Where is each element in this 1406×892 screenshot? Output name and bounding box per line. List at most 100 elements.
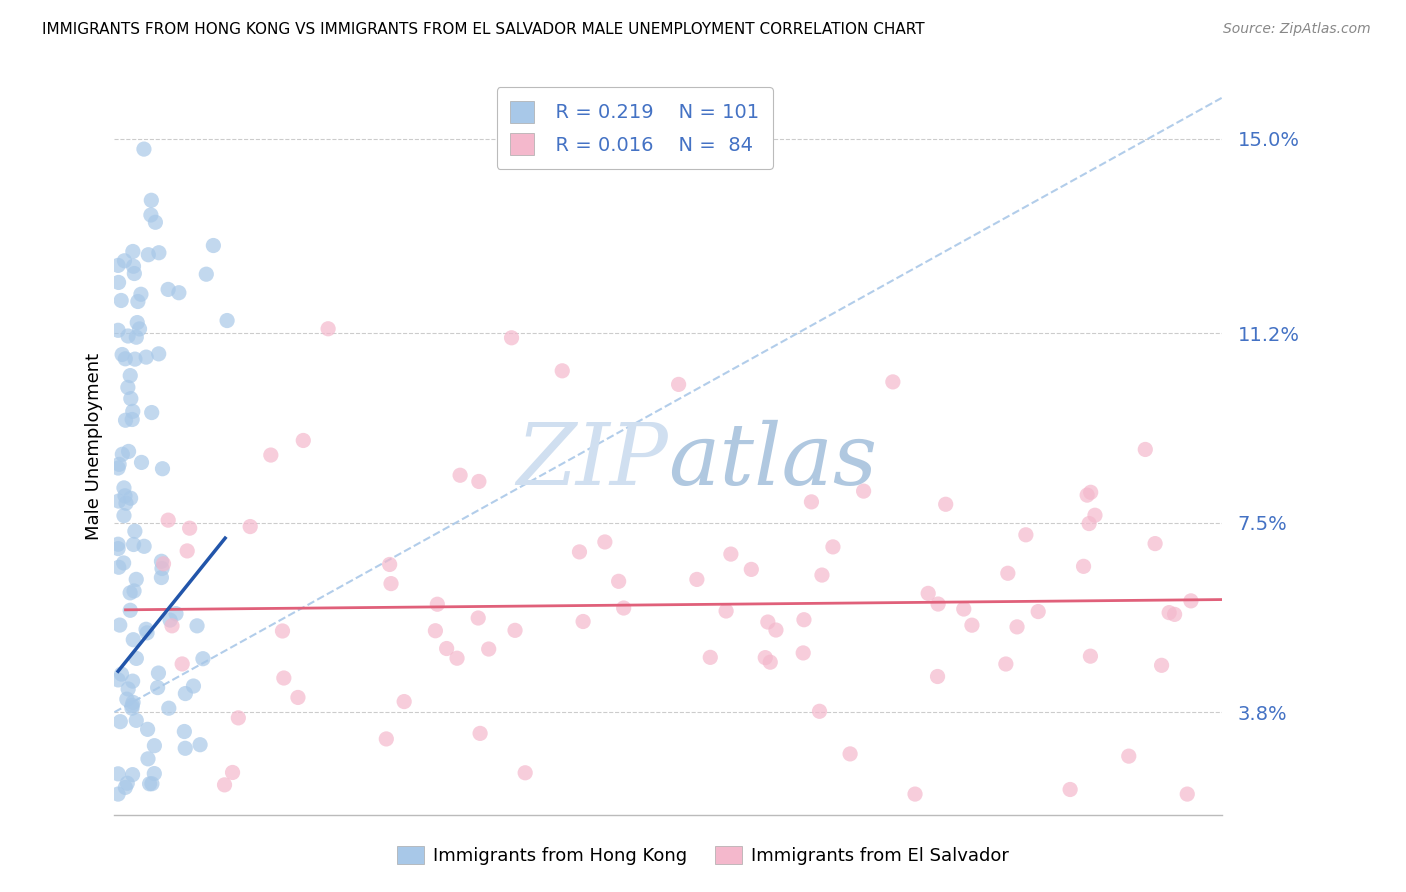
Point (114, 351, 136, 366)
Point (392, 695, 415, 709)
Point (271, 624, 294, 638)
Point (765, 623, 787, 637)
Point (136, 723, 159, 737)
Point (127, 294, 149, 309)
Point (501, 331, 523, 345)
Point (1175, 787, 1198, 801)
Point (136, 752, 159, 766)
Point (112, 556, 135, 570)
Point (111, 447, 134, 461)
Point (157, 282, 180, 296)
Point (121, 404, 143, 418)
Point (378, 558, 401, 572)
Point (756, 615, 779, 629)
Point (107, 673, 129, 687)
Point (136, 625, 159, 640)
Point (135, 622, 157, 636)
Point (607, 574, 630, 589)
Point (793, 613, 815, 627)
Point (107, 537, 129, 551)
Text: ZIP: ZIP (516, 419, 668, 502)
Point (121, 412, 143, 426)
Point (143, 766, 166, 780)
Point (668, 377, 690, 392)
Point (1118, 749, 1140, 764)
Point (107, 276, 129, 290)
Point (141, 777, 163, 791)
Point (107, 259, 129, 273)
Point (117, 444, 139, 458)
Point (139, 208, 162, 222)
Point (132, 142, 155, 156)
Point (152, 461, 174, 475)
Point (446, 651, 468, 665)
Point (107, 560, 129, 574)
Point (125, 330, 148, 344)
Point (141, 406, 163, 420)
Point (159, 613, 181, 627)
Point (228, 711, 250, 725)
Point (1080, 485, 1102, 500)
Point (221, 765, 243, 780)
Point (124, 352, 146, 367)
Point (183, 679, 205, 693)
Point (449, 468, 471, 483)
Point (927, 597, 949, 611)
Point (167, 285, 190, 300)
Point (125, 714, 148, 728)
Point (107, 494, 129, 508)
Point (176, 544, 198, 558)
Point (120, 392, 142, 406)
Point (260, 448, 283, 462)
Point (107, 541, 129, 556)
Point (927, 669, 949, 683)
Point (720, 547, 742, 561)
Point (217, 313, 239, 327)
Point (138, 777, 160, 791)
Point (811, 568, 834, 582)
Point (112, 508, 135, 523)
Point (273, 671, 295, 685)
Point (152, 557, 174, 571)
Point (107, 323, 129, 337)
Point (114, 413, 136, 427)
Point (515, 765, 537, 780)
Point (108, 458, 131, 472)
Point (852, 484, 875, 499)
Point (904, 787, 927, 801)
Point (110, 714, 132, 729)
Point (122, 260, 145, 274)
Point (699, 650, 721, 665)
Point (157, 513, 180, 527)
Point (754, 650, 776, 665)
Point (467, 611, 489, 625)
Point (568, 545, 591, 559)
Point (121, 767, 143, 781)
Point (148, 347, 170, 361)
Point (135, 350, 157, 364)
Point (1073, 559, 1095, 574)
Point (1080, 649, 1102, 664)
Point (1150, 658, 1173, 673)
Point (121, 244, 143, 259)
Point (121, 698, 143, 713)
Point (125, 573, 148, 587)
Point (120, 368, 142, 383)
Point (114, 780, 136, 795)
Point (1078, 516, 1101, 531)
Point (375, 731, 398, 746)
Point (551, 364, 574, 378)
Point (800, 495, 823, 509)
Point (179, 521, 201, 535)
Point (191, 651, 214, 665)
Point (148, 245, 170, 260)
Point (195, 267, 218, 281)
Point (1059, 782, 1081, 797)
Point (150, 554, 173, 568)
Point (593, 535, 616, 549)
Point (115, 692, 138, 706)
Point (114, 253, 136, 268)
Point (821, 540, 844, 554)
Text: atlas: atlas (668, 419, 877, 502)
Point (792, 646, 814, 660)
